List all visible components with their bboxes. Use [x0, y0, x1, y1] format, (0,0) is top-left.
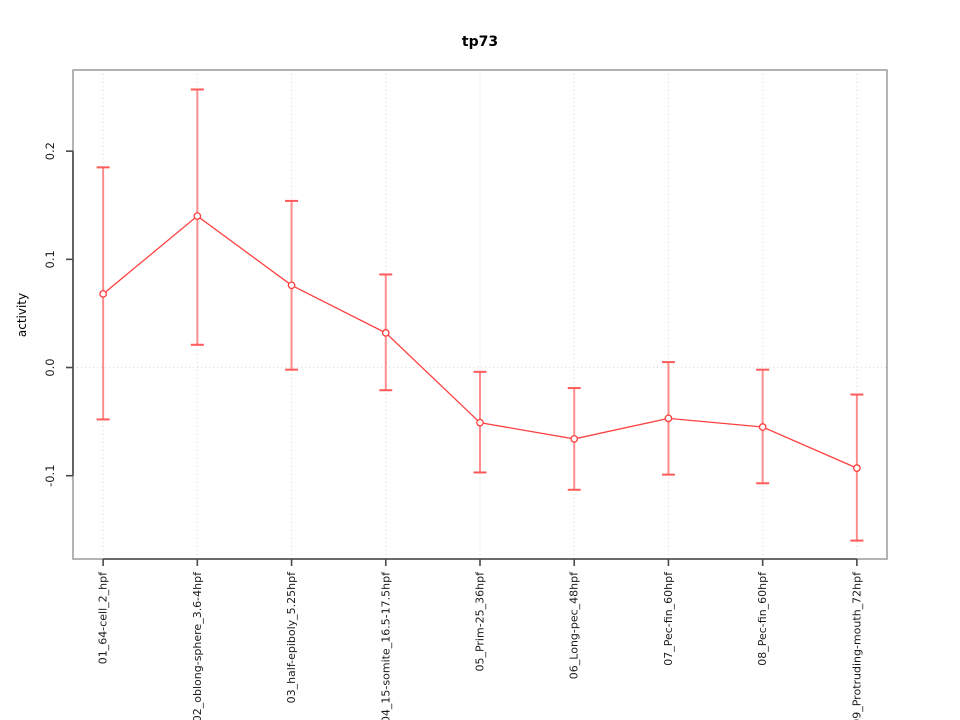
- x-tick-label: 06_Long-pec_48hpf: [568, 571, 581, 679]
- data-point-marker: [193, 212, 202, 220]
- data-point-marker: [758, 423, 767, 431]
- data-point-marker: [476, 418, 484, 427]
- y-tick-label: 0.0: [43, 358, 57, 376]
- y-tick-label: 0.2: [43, 142, 57, 160]
- data-point-marker: [853, 464, 861, 472]
- data-point-marker: [381, 329, 390, 337]
- x-tick-label: 02_oblong-sphere_3.6-4hpf: [191, 571, 204, 720]
- data-point-marker: [570, 435, 579, 443]
- data-point-marker: [664, 414, 673, 423]
- x-tick-label: 07_Pec-fin_60hpf: [662, 571, 675, 666]
- data-point-marker: [99, 290, 107, 298]
- x-tick-label: 05_Prim-25_36hpf: [474, 571, 487, 672]
- x-tick-label: 03_half-epiboly_5.25hpf: [285, 571, 298, 704]
- data-point-marker: [287, 281, 296, 290]
- x-tick-label: 08_Pec-fin_60hpf: [756, 571, 769, 666]
- x-tick-label: 04_15-somite_16.5-17.5hpf: [379, 571, 392, 720]
- y-tick-label: -0.1: [43, 464, 57, 486]
- y-tick-label: 0.1: [43, 250, 57, 268]
- chart-title: tp73: [461, 34, 499, 50]
- x-tick-label: 01_64-cell_2_hpf: [97, 571, 110, 664]
- x-tick-label: 09_Protruding-mouth_72hpf: [850, 571, 863, 720]
